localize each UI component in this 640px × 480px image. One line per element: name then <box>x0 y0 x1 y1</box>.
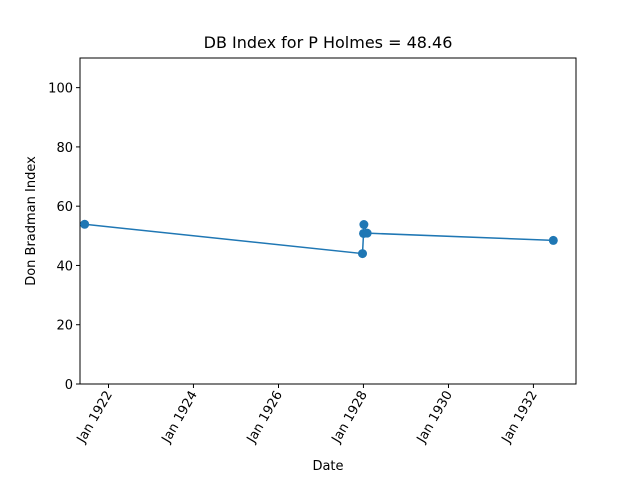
y-tick-label: 0 <box>65 378 73 393</box>
x-axis: Jan 1922 Jan 1924 Jan 1926 Jan 1928 Jan 1930… <box>74 384 541 446</box>
y-tick-label: 60 <box>56 200 73 215</box>
series-layer <box>80 219 558 259</box>
y-tick-label: 80 <box>56 141 73 156</box>
x-tick-label: Jan 1924 <box>159 389 201 447</box>
data-point <box>80 219 90 229</box>
x-axis-label: Date <box>312 459 343 474</box>
data-point <box>548 235 558 245</box>
y-axis: 0 20 40 60 80 100 <box>48 82 80 393</box>
x-tick-label: Jan 1932 <box>499 389 541 447</box>
series-line <box>84 223 554 255</box>
data-point <box>362 228 372 238</box>
x-tick-label: Jan 1922 <box>74 389 116 447</box>
data-point <box>357 249 367 259</box>
chart-title: DB Index for P Holmes = 48.46 <box>204 33 453 52</box>
x-tick-label: Jan 1926 <box>244 389 286 447</box>
x-tick-label: Jan 1928 <box>329 389 371 447</box>
data-point <box>359 220 369 230</box>
y-tick-label: 20 <box>56 319 73 334</box>
y-tick-label: 40 <box>56 259 73 274</box>
plot-area <box>79 57 577 385</box>
x-tick-label: Jan 1930 <box>414 389 456 447</box>
y-tick-label: 100 <box>48 82 73 97</box>
y-axis-label: Don Bradman Index <box>24 156 39 286</box>
